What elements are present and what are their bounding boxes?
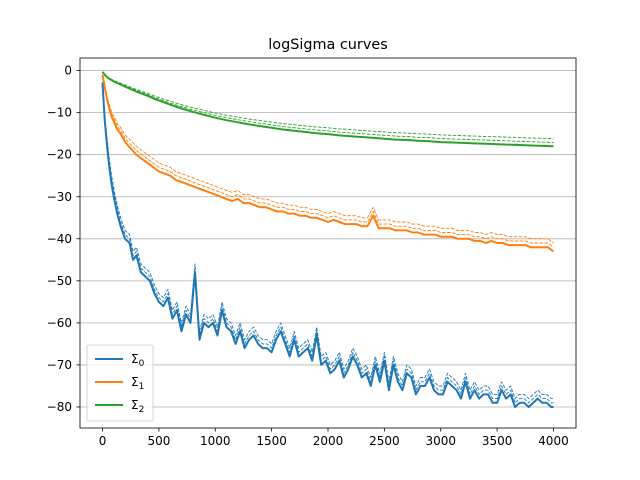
series-1-dashed-line (102, 74, 554, 248)
series-2-line (101, 71, 554, 148)
gridlines (80, 70, 576, 408)
series-2-dashed-line (102, 71, 554, 140)
ytick-label: −70 (47, 358, 72, 372)
series-0-line (101, 83, 554, 408)
xtick-label: 2000 (313, 434, 344, 448)
ytick-label: 0 (64, 64, 72, 78)
xtick-label: 3000 (425, 434, 456, 448)
ytick-label: −40 (47, 232, 72, 246)
ytick-label: −10 (47, 106, 72, 120)
ytick-label: −60 (47, 316, 72, 330)
axis-ticks: 0 −10 −20 −30 −40 −50 −60 −70 −80 0 500 1000 1500 200… (47, 64, 569, 448)
xtick-label: 2500 (369, 434, 400, 448)
xtick-label: 1000 (200, 434, 231, 448)
series-1-line (101, 74, 555, 253)
ytick-label: −20 (47, 148, 72, 162)
chart-title: logSigma curves (268, 37, 387, 53)
ytick-label: −80 (47, 400, 72, 414)
xtick-label: 1500 (256, 434, 287, 448)
xtick-label: 3500 (482, 434, 513, 448)
xtick-label: 4000 (538, 434, 569, 448)
ytick-label: −50 (47, 274, 72, 288)
ytick-label: −30 (47, 190, 72, 204)
series-layer (101, 71, 555, 408)
series-1-dashed-line (102, 74, 554, 244)
series-0-dashed-line (102, 81, 554, 400)
xtick-label: 0 (99, 434, 107, 448)
xtick-label: 500 (147, 434, 170, 448)
